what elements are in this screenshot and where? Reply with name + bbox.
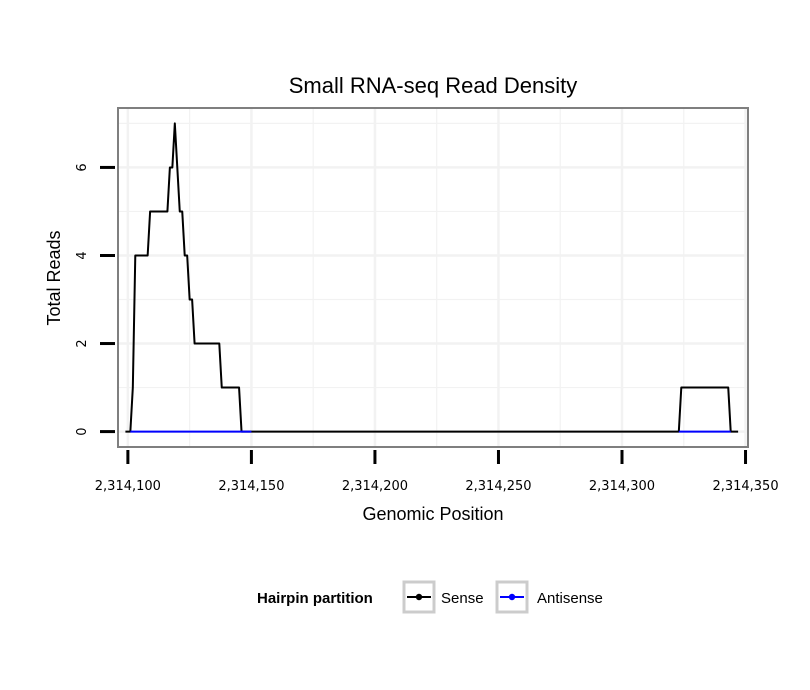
series-layer xyxy=(125,122,739,433)
x-tick-label: 2,314,250 xyxy=(465,479,531,494)
gridlines xyxy=(118,108,748,447)
legend-key-sense-point xyxy=(415,593,423,601)
legend: Hairpin partition Sense Antisense xyxy=(257,580,603,614)
panel-border xyxy=(117,107,749,448)
legend-title: Hairpin partition xyxy=(257,590,373,607)
legend-entry-sense: Sense xyxy=(402,580,484,614)
legend-entry-antisense: Antisense xyxy=(495,580,603,614)
series-line-sense xyxy=(125,122,739,433)
chart-title: Small RNA-seq Read Density xyxy=(289,73,578,98)
y-tick-label: 6 xyxy=(75,163,90,171)
legend-label-antisense: Antisense xyxy=(537,590,603,607)
x-axis-label: Genomic Position xyxy=(362,504,503,524)
x-tick-label: 2,314,100 xyxy=(95,479,161,494)
y-tick-label: 0 xyxy=(75,427,90,435)
x-tick-label: 2,314,300 xyxy=(589,479,655,494)
x-axis-ticks: 2,314,100 2,314,150 2,314,200 2,314,250 2,31… xyxy=(95,450,779,494)
x-tick-label: 2,314,350 xyxy=(712,479,778,494)
y-tick-label: 4 xyxy=(75,251,90,259)
y-axis-label: Total Reads xyxy=(44,230,64,325)
x-tick-label: 2,314,150 xyxy=(218,479,284,494)
legend-key-antisense-point xyxy=(508,593,516,601)
legend-label-sense: Sense xyxy=(441,590,484,607)
x-tick-label: 2,314,200 xyxy=(342,479,408,494)
y-tick-label: 2 xyxy=(75,339,90,347)
y-axis-ticks: 0 2 4 6 xyxy=(75,163,115,436)
